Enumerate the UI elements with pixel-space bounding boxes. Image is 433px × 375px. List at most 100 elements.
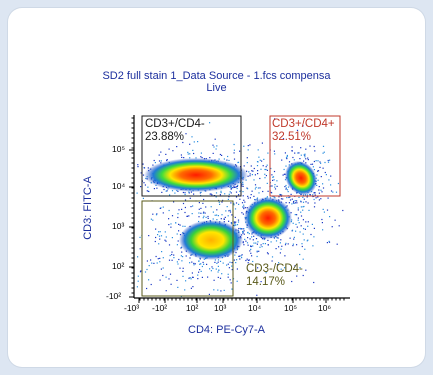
event-dot [276, 180, 278, 182]
event-dot [280, 239, 282, 241]
event-dot [304, 228, 306, 230]
gate-cd3pos-cd4pos[interactable] [269, 115, 341, 197]
gate-label-cd3pos-cd4pos: CD3+/CD4+ 32.51% [272, 118, 335, 144]
event-dot [233, 221, 235, 223]
event-dot [182, 141, 184, 144]
event-dot [185, 255, 187, 257]
event-dot [158, 160, 161, 162]
event-dot [301, 245, 303, 248]
event-dot [162, 274, 164, 277]
event-dot [250, 194, 252, 196]
event-dot [210, 206, 212, 208]
event-dot [259, 187, 261, 189]
event-dot [317, 196, 319, 198]
event-dot [249, 250, 251, 252]
event-dot [217, 261, 219, 263]
event-dot [297, 152, 299, 154]
event-dot [203, 263, 205, 265]
event-dot [250, 245, 252, 247]
event-dot [201, 276, 203, 278]
event-dot [321, 222, 323, 224]
event-dot [310, 163, 312, 165]
event-dot [166, 190, 168, 192]
event-dot [228, 159, 230, 162]
event-dot [195, 157, 197, 159]
event-dot [200, 263, 202, 265]
x-tick-label: 10² [186, 303, 199, 313]
event-dot [243, 165, 245, 167]
event-dot [181, 251, 183, 253]
event-dot [156, 262, 158, 264]
event-dot [192, 286, 194, 288]
event-dot [245, 259, 247, 262]
event-dot [243, 145, 245, 147]
event-dot [280, 268, 282, 270]
event-dot [187, 153, 189, 155]
event-dot [241, 254, 243, 256]
event-dot [267, 253, 269, 255]
event-dot [202, 217, 204, 219]
event-dot [303, 160, 305, 162]
event-dot [172, 150, 174, 152]
event-dot [302, 274, 304, 277]
event-dot [219, 194, 221, 196]
event-dot [213, 146, 215, 148]
event-dot [312, 166, 314, 168]
event-dot [218, 201, 220, 203]
x-tick-label: 10⁴ [248, 303, 262, 313]
event-dot [335, 191, 338, 193]
event-dot [180, 247, 182, 249]
event-dot [177, 286, 179, 288]
event-dot [189, 157, 191, 159]
event-dot [205, 206, 207, 208]
event-dot [313, 206, 316, 208]
event-dot [305, 201, 307, 203]
event-dot [273, 196, 275, 198]
event-dot [148, 279, 150, 281]
event-dot [147, 167, 149, 169]
event-dot [233, 149, 235, 151]
gate-cd3pos-cd4neg[interactable] [141, 115, 242, 197]
event-dot [188, 277, 190, 279]
event-dot [300, 225, 302, 227]
event-dot [176, 233, 178, 235]
event-dot [243, 230, 245, 232]
event-dot [211, 194, 213, 196]
event-dot [263, 238, 265, 241]
event-dot [226, 159, 228, 161]
event-dot [230, 222, 233, 224]
event-dot [242, 241, 244, 243]
event-dot [324, 161, 326, 164]
event-dot [143, 182, 145, 184]
event-dot [257, 187, 259, 189]
event-dot [302, 201, 305, 203]
event-dot [308, 209, 310, 211]
event-dot [237, 161, 239, 164]
event-dot [209, 157, 211, 159]
event-dot [231, 214, 233, 216]
density-cd3pos-cd4neg [144, 158, 248, 192]
event-dot [234, 225, 236, 227]
event-dot [178, 258, 180, 261]
event-dot [203, 198, 205, 201]
event-dot [227, 276, 229, 278]
event-dot [197, 141, 199, 143]
event-dot [272, 176, 275, 178]
event-dot [272, 176, 274, 178]
event-dot [216, 214, 218, 216]
event-dot [292, 156, 294, 159]
event-dot [251, 190, 253, 192]
event-dot [272, 179, 274, 181]
event-dot [299, 158, 301, 160]
gate-cd3neg-cd4neg[interactable] [141, 200, 234, 297]
event-dot [142, 174, 145, 176]
event-dot [234, 222, 236, 224]
event-dot [239, 198, 241, 200]
event-dot [165, 153, 167, 155]
event-dot [302, 196, 304, 198]
event-dot [234, 208, 237, 210]
event-dot [251, 233, 253, 235]
event-dot [247, 231, 249, 233]
event-dot [244, 201, 246, 203]
event-dot [305, 158, 307, 160]
